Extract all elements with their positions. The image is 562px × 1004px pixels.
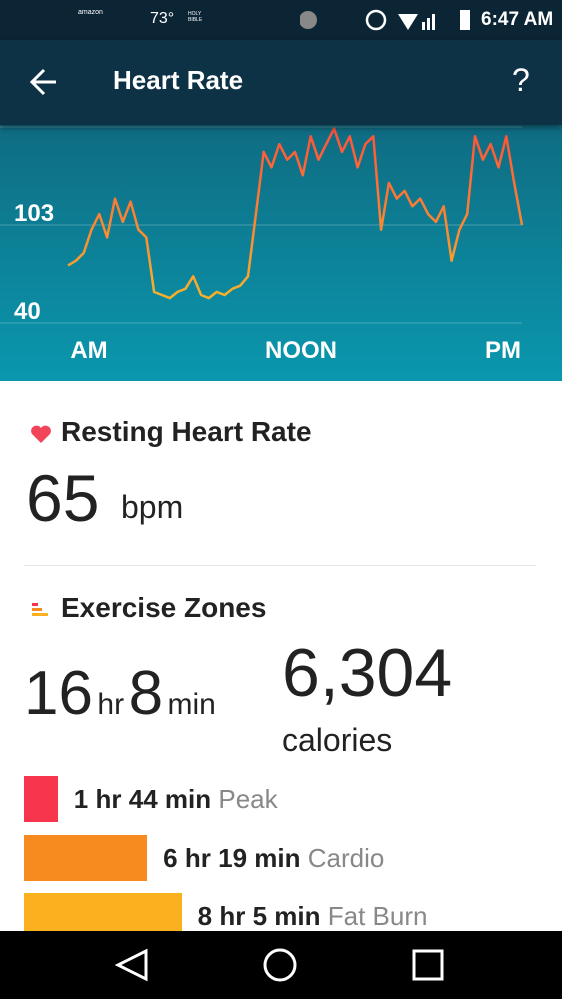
amazon-label: amazon <box>78 9 103 16</box>
heart-rate-line <box>67 127 524 300</box>
zone-list: 1 hr 44 min Peak 6 hr 19 min Cardio 8 hr 5… <box>24 776 428 931</box>
time: 6:47 AM <box>481 9 554 30</box>
y-tick-label: 166 <box>14 125 54 129</box>
zone-bar <box>24 776 58 822</box>
zone-unit: hr <box>219 901 246 931</box>
zone-unit: hr <box>95 784 122 814</box>
total-minutes: 8 <box>128 659 164 728</box>
zone-label: 8 hr 5 min Fat Burn <box>198 901 428 931</box>
x-tick-label: AM <box>70 337 107 364</box>
zone-name: Cardio <box>307 842 385 873</box>
zone-value: 1 <box>73 784 89 814</box>
calories-label: calories <box>282 722 393 758</box>
resting-unit: bpm <box>121 489 184 525</box>
status-bar: amazon 73° HOLY BIBLE 6:47 AM <box>0 0 562 40</box>
zones-total: 16 hr 8 min <box>24 658 216 729</box>
heart-icon <box>30 424 52 449</box>
zone-unit: hr <box>184 842 211 873</box>
zone-bar <box>24 893 182 931</box>
zone-value: 8 <box>197 901 213 931</box>
heart-rate-chart: 40 103 166 AM NOON PM <box>0 125 562 381</box>
resting-value: 65 <box>26 461 100 535</box>
zone-name: Fat Burn <box>327 901 428 931</box>
y-tick-label: 40 <box>14 298 41 325</box>
zones-icon <box>32 603 48 616</box>
zone-unit: min <box>254 842 301 873</box>
zone-bar <box>24 834 148 881</box>
zone-unit: min <box>274 901 321 931</box>
bible-label: HOLY BIBLE <box>188 11 203 23</box>
zone-value: 19 <box>218 842 248 873</box>
zone-value: 44 <box>128 784 158 814</box>
nav-buttons <box>114 948 444 982</box>
zone-unit: min <box>164 784 212 814</box>
total-minutes-unit: min <box>167 688 216 721</box>
x-tick-label: NOON <box>265 337 337 364</box>
nav-bar <box>0 931 562 999</box>
nav-recent[interactable] <box>412 949 444 981</box>
nav-back[interactable] <box>114 948 148 982</box>
back-button[interactable] <box>30 68 58 96</box>
zone-name: Peak <box>218 784 278 814</box>
zone-value: 5 <box>252 901 268 931</box>
zone-label: 6 hr 19 min Cardio <box>163 843 384 874</box>
nav-home[interactable] <box>263 948 297 982</box>
zones-title: Exercise Zones <box>61 592 267 623</box>
divider <box>24 565 536 566</box>
calories: 6,304 <box>282 635 453 711</box>
weather: 73° <box>150 10 175 27</box>
total-hours-unit: hr <box>97 688 125 721</box>
x-tick-label: PM <box>485 337 521 364</box>
zone-value: 6 <box>163 842 178 873</box>
zone-label: 1 hr 44 min Peak <box>74 784 278 815</box>
status-icons <box>300 9 470 31</box>
total-hours: 16 <box>24 659 93 728</box>
y-tick-label: 103 <box>14 200 54 227</box>
title: Heart Rate <box>113 65 244 95</box>
resting-title: Resting Heart Rate <box>61 416 312 447</box>
app-bar: Heart Rate ? <box>0 40 562 125</box>
help-button[interactable]: ? <box>512 62 530 98</box>
